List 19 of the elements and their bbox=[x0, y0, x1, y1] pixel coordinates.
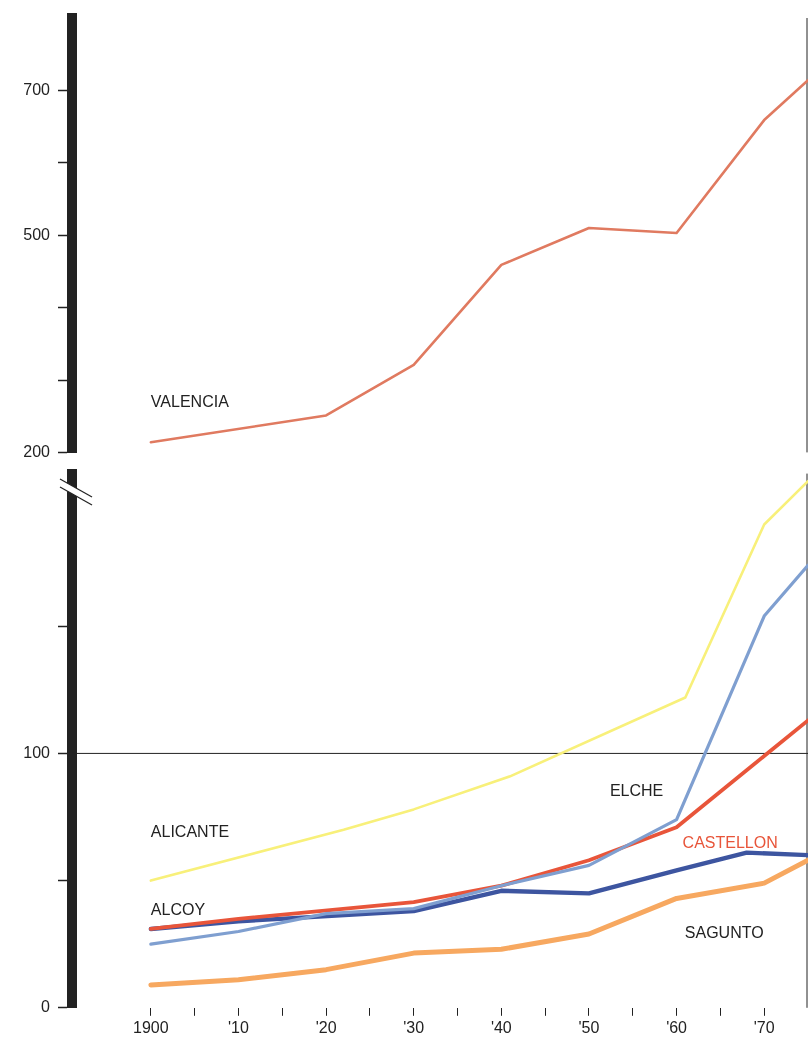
y-tick-label: 0 bbox=[41, 998, 51, 1016]
y-tick-label: 500 bbox=[23, 225, 51, 243]
series-label: CASTELLON bbox=[682, 833, 778, 851]
y-tick-label: 700 bbox=[23, 80, 51, 98]
x-tick-label: '20 bbox=[315, 1018, 337, 1036]
y-tick-label: 200 bbox=[23, 442, 51, 460]
x-tick-label: '70 bbox=[753, 1018, 775, 1036]
series-label: SAGUNTO bbox=[684, 923, 764, 941]
series-label: VALENCIA bbox=[150, 392, 230, 410]
x-tick-label: '30 bbox=[403, 1018, 425, 1036]
series-label: ALCOY bbox=[150, 901, 206, 919]
x-tick-label: '40 bbox=[490, 1018, 512, 1036]
series-label: ELCHE bbox=[609, 781, 664, 799]
y-tick-label: 100 bbox=[23, 743, 51, 761]
x-tick-label: '60 bbox=[666, 1018, 688, 1036]
x-tick-label: 1900 bbox=[133, 1018, 169, 1036]
x-tick-label: '10 bbox=[228, 1018, 249, 1036]
x-tick-label: '50 bbox=[578, 1018, 600, 1036]
series-label: ALICANTE bbox=[150, 823, 230, 841]
